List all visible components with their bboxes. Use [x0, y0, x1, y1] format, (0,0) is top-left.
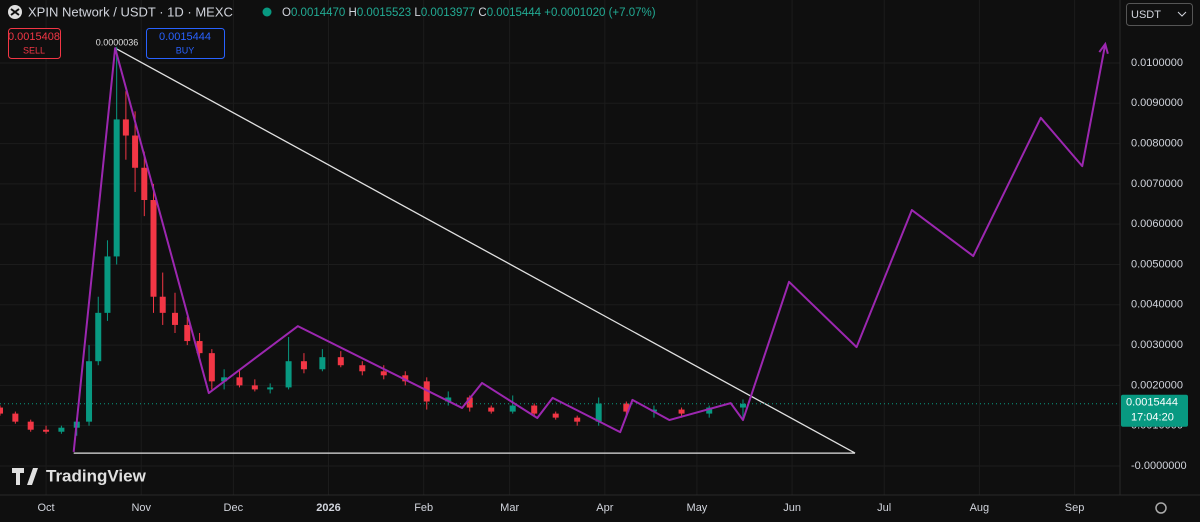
- candle-body: [285, 361, 292, 388]
- candle-body: [132, 135, 139, 168]
- plot-area: [0, 0, 1120, 495]
- y-tick-label: 0.0100000: [1131, 57, 1183, 69]
- candle-body: [113, 119, 120, 257]
- candle-body: [531, 405, 538, 414]
- candle-body: [172, 312, 178, 325]
- candle-body: [159, 296, 166, 313]
- candle-body: [141, 167, 148, 201]
- x-tick-label: Feb: [414, 502, 433, 514]
- y-tick-label: 0.0030000: [1131, 339, 1183, 351]
- symbol-title[interactable]: XPIN Network / USDT · 1D · MEXC: [28, 4, 233, 19]
- x-tick-label: Aug: [970, 502, 990, 514]
- candle-body: [221, 377, 228, 382]
- candle-body: [337, 357, 344, 366]
- candle-body: [678, 409, 685, 414]
- market-status: [262, 7, 272, 17]
- candle-body: [380, 371, 387, 376]
- x-tick-label: Jun: [783, 502, 801, 514]
- candle-body: [623, 403, 630, 412]
- candle-body: [208, 353, 215, 382]
- sell-price: 0.0015408: [8, 31, 60, 43]
- candle-body: [12, 413, 19, 422]
- candle-body: [27, 421, 34, 430]
- settings-button[interactable]: [1155, 502, 1167, 514]
- y-tick-label: 0.0050000: [1131, 258, 1183, 270]
- x-tick-label: Nov: [131, 502, 151, 514]
- candle-body: [122, 119, 129, 136]
- legend-key: H: [349, 7, 357, 19]
- logo-mark: [12, 468, 38, 485]
- x-tick-label: 2026: [316, 502, 340, 514]
- x-tick-label: Sep: [1065, 502, 1085, 514]
- x-tick-label: Apr: [596, 502, 613, 514]
- legend-value: 0.0015444: [487, 7, 542, 19]
- x-tick-label: Dec: [224, 502, 244, 514]
- candle-body: [58, 427, 65, 432]
- x-tick-label: Oct: [37, 502, 54, 514]
- candle-body: [509, 405, 516, 412]
- buy-label: BUY: [176, 45, 195, 55]
- candle-body: [104, 256, 111, 313]
- watermark: TradingView: [46, 466, 147, 485]
- candle-body: [319, 357, 326, 370]
- y-tick-label: 0.0060000: [1131, 218, 1183, 230]
- candle-body: [595, 403, 602, 422]
- candle-body: [488, 407, 495, 412]
- currency-select[interactable]: [1126, 3, 1193, 26]
- last-price-box: [1121, 394, 1188, 427]
- candle-body: [236, 377, 243, 386]
- sell-button[interactable]: [8, 28, 61, 59]
- legend-change: +0.0001020 (+7.07%): [544, 7, 655, 19]
- candle-body: [150, 200, 157, 297]
- currency-label: USDT: [1131, 9, 1161, 21]
- candle-body: [196, 341, 203, 354]
- x-tick-label: Mar: [500, 502, 519, 514]
- dropdown-caret: [1177, 11, 1187, 17]
- candle-body: [552, 413, 559, 418]
- trend-line: [114, 47, 856, 454]
- candle-body: [86, 361, 93, 422]
- candle-body: [267, 387, 274, 390]
- legend-key: L: [414, 7, 421, 19]
- candle-body: [706, 407, 713, 414]
- y-tick-label: 0.0070000: [1131, 178, 1183, 190]
- buy-button[interactable]: [146, 28, 225, 59]
- peak-note: 0.0000036: [96, 37, 139, 47]
- candle-body: [43, 429, 50, 432]
- y-tick-label: -0.0000000: [1131, 460, 1187, 472]
- y-tick-label: 0.0040000: [1131, 299, 1183, 311]
- last-price-label: 0.0015444: [1126, 397, 1178, 409]
- x-tick-label: May: [687, 502, 708, 514]
- candle-body: [184, 324, 191, 342]
- sell-label: SELL: [23, 45, 45, 55]
- candle-body: [574, 417, 581, 422]
- candle-body: [300, 361, 307, 370]
- x-tick-label: Jul: [877, 502, 891, 514]
- legend-value: 0.0015523: [357, 7, 411, 19]
- y-tick-label: 0.0090000: [1131, 97, 1183, 109]
- candle-body: [466, 397, 473, 408]
- legend-value: 0.0013977: [421, 7, 475, 19]
- legend-value: 0.0014470: [291, 7, 345, 19]
- zigzag-path: [72, 43, 1107, 452]
- buy-price: 0.0015444: [159, 31, 211, 43]
- zigzag-arrowhead: [1098, 41, 1109, 54]
- legend-key: C: [478, 7, 486, 19]
- symbol-icon-mark: [10, 8, 20, 16]
- candle-body: [402, 375, 409, 382]
- countdown-label: 17:04:20: [1131, 412, 1174, 424]
- candle-body: [95, 312, 102, 362]
- candle-body: [251, 385, 258, 390]
- y-tick-label: 0.0080000: [1131, 137, 1183, 149]
- candle-body: [445, 397, 452, 402]
- candle-body: [359, 365, 366, 372]
- candle-body: [0, 407, 3, 414]
- legend-key: O: [282, 7, 291, 19]
- candle-body: [739, 403, 746, 408]
- y-tick-label: 0.0020000: [1131, 379, 1183, 391]
- ohlc-legend: O0.0014470 H0.0015523 L0.0013977 C0.0015…: [282, 7, 656, 19]
